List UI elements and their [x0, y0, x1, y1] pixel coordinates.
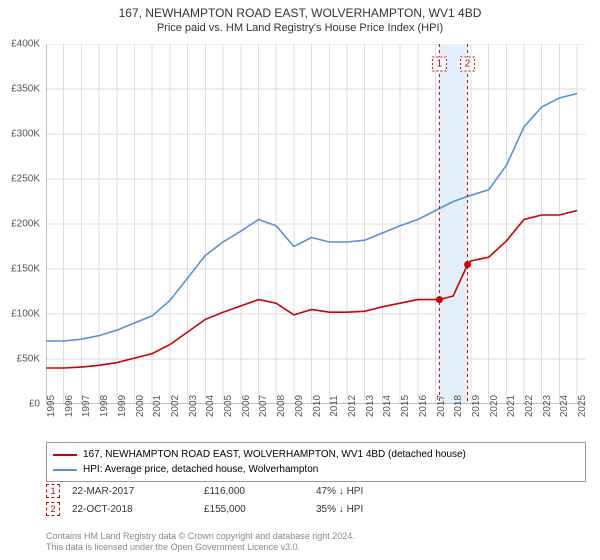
legend-item: HPI: Average price, detached house, Wolv…: [53, 462, 579, 477]
x-tick-label: 2021: [506, 395, 517, 417]
y-tick-label: £200K: [0, 219, 40, 230]
x-tick-label: 2008: [276, 395, 287, 417]
legend-swatch: [53, 454, 77, 456]
event-row: 1 22-MAR-2017 £116,000 47% ↓ HPI: [46, 482, 586, 500]
x-tick-label: 2015: [400, 395, 411, 417]
legend-item: 167, NEWHAMPTON ROAD EAST, WOLVERHAMPTON…: [53, 447, 579, 462]
y-tick-label: £150K: [0, 264, 40, 275]
y-tick-label: £50K: [0, 354, 40, 365]
line-chart: 12: [46, 44, 586, 404]
event-delta: 35% ↓ HPI: [316, 504, 586, 515]
x-tick-label: 2019: [471, 395, 482, 417]
x-tick-label: 2024: [559, 395, 570, 417]
y-tick-label: £400K: [0, 39, 40, 50]
x-tick-label: 2018: [453, 395, 464, 417]
x-tick-label: 1995: [46, 395, 57, 417]
x-tick-label: 1998: [99, 395, 110, 417]
event-date: 22-OCT-2018: [72, 504, 192, 515]
event-badge: 2: [46, 502, 60, 516]
y-tick-label: £350K: [0, 84, 40, 95]
x-tick-label: 2005: [223, 395, 234, 417]
x-tick-label: 2014: [382, 395, 393, 417]
x-tick-label: 2004: [205, 395, 216, 417]
x-tick-label: 2000: [135, 395, 146, 417]
x-tick-label: 2001: [152, 395, 163, 417]
x-tick-label: 1996: [64, 395, 75, 417]
chart-subtitle: Price paid vs. HM Land Registry's House …: [0, 22, 600, 38]
legend-label: HPI: Average price, detached house, Wolv…: [83, 462, 318, 477]
x-tick-label: 1997: [81, 395, 92, 417]
chart-area: 12 £0£50K£100K£150K£200K£250K£300K£350K£…: [46, 44, 586, 404]
legend-label: 167, NEWHAMPTON ROAD EAST, WOLVERHAMPTON…: [83, 447, 466, 462]
x-tick-label: 1999: [117, 395, 128, 417]
event-date: 22-MAR-2017: [72, 486, 192, 497]
event-table: 1 22-MAR-2017 £116,000 47% ↓ HPI 2 22-OC…: [46, 482, 586, 518]
x-tick-label: 2023: [542, 395, 553, 417]
event-price: £155,000: [204, 504, 304, 515]
x-tick-label: 2003: [188, 395, 199, 417]
x-tick-label: 2020: [489, 395, 500, 417]
x-tick-label: 2009: [294, 395, 305, 417]
x-tick-label: 2016: [418, 395, 429, 417]
x-tick-label: 2010: [312, 395, 323, 417]
x-tick-label: 2002: [170, 395, 181, 417]
x-tick-label: 2012: [347, 395, 358, 417]
legend: 167, NEWHAMPTON ROAD EAST, WOLVERHAMPTON…: [46, 442, 586, 482]
x-tick-label: 2025: [577, 395, 588, 417]
event-badge: 1: [46, 484, 60, 498]
footer-line: This data is licensed under the Open Gov…: [46, 542, 586, 554]
event-delta: 47% ↓ HPI: [316, 486, 586, 497]
y-tick-label: £250K: [0, 174, 40, 185]
x-tick-label: 2006: [241, 395, 252, 417]
legend-swatch: [53, 469, 77, 471]
event-price: £116,000: [204, 486, 304, 497]
svg-text:2: 2: [465, 59, 471, 70]
y-tick-label: £100K: [0, 309, 40, 320]
x-tick-label: 2011: [329, 395, 340, 417]
y-tick-label: £300K: [0, 129, 40, 140]
x-tick-label: 2022: [524, 395, 535, 417]
y-tick-label: £0: [0, 399, 40, 410]
x-tick-label: 2007: [258, 395, 269, 417]
chart-title: 167, NEWHAMPTON ROAD EAST, WOLVERHAMPTON…: [0, 0, 600, 22]
x-tick-label: 2017: [436, 395, 447, 417]
event-row: 2 22-OCT-2018 £155,000 35% ↓ HPI: [46, 500, 586, 518]
x-tick-label: 2013: [365, 395, 376, 417]
footer: Contains HM Land Registry data © Crown c…: [46, 531, 586, 554]
svg-text:1: 1: [437, 59, 443, 70]
footer-line: Contains HM Land Registry data © Crown c…: [46, 531, 586, 543]
